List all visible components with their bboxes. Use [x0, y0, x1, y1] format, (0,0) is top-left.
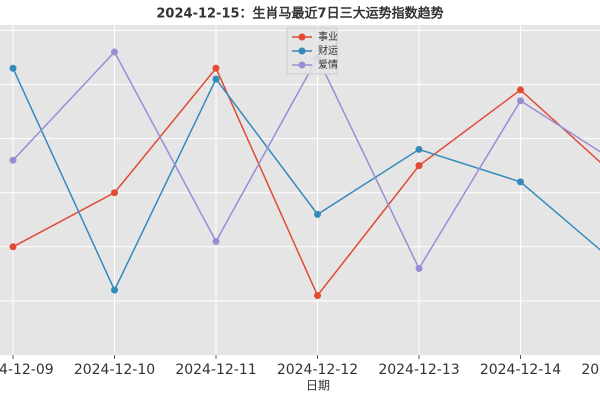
chart-title: 2024-12-15：生肖马最近7日三大运势指数趋势	[156, 6, 443, 22]
data-point	[9, 156, 17, 164]
legend-marker	[298, 61, 306, 69]
x-tick-label: 2024-12-10	[74, 362, 155, 378]
x-tick-label: 2024-12-13	[378, 362, 459, 378]
data-point	[415, 162, 423, 170]
data-point	[9, 64, 17, 72]
data-point	[111, 48, 118, 56]
data-point	[517, 178, 524, 186]
data-point	[111, 286, 118, 294]
x-tick-label: 2024-12-12	[277, 362, 358, 378]
x-tick-label: 2024-12-09	[0, 362, 54, 378]
legend-marker	[298, 33, 306, 41]
x-tick-label: 2024-12-15	[581, 362, 600, 378]
data-point	[212, 64, 220, 72]
data-point	[212, 75, 220, 83]
x-tick-label: 2024-12-11	[175, 362, 256, 378]
data-point	[212, 237, 220, 245]
data-point	[415, 145, 423, 153]
data-point	[517, 86, 524, 94]
data-point	[314, 291, 321, 299]
legend-label: 事业	[318, 30, 338, 43]
data-point	[111, 189, 118, 197]
x-tick-label: 2024-12-14	[480, 362, 561, 378]
x-axis-label: 日期	[306, 379, 330, 393]
data-point	[9, 243, 17, 251]
legend-label: 爱情	[318, 58, 338, 71]
data-point	[517, 97, 524, 105]
data-point	[415, 264, 423, 272]
data-point	[314, 210, 321, 218]
legend-label: 财运	[318, 44, 338, 57]
legend-marker	[298, 47, 306, 55]
